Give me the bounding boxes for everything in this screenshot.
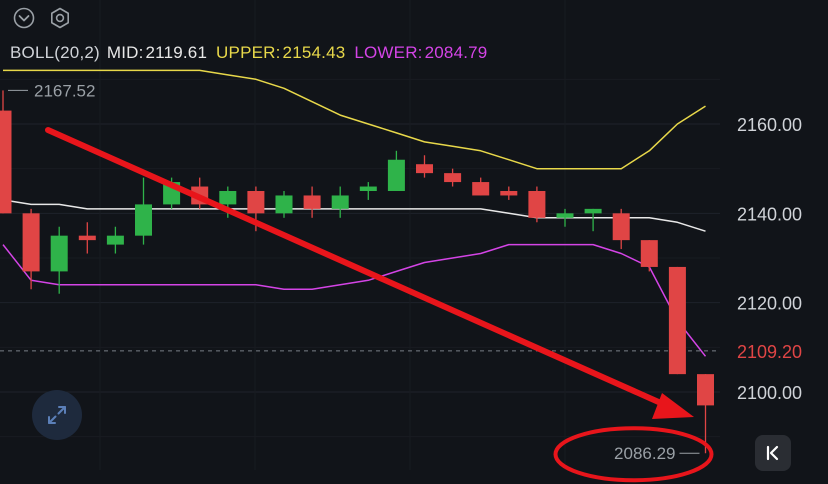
candle-body [331, 195, 349, 209]
candle-up [106, 226, 124, 254]
boll-mid-label: MID: 2119.61 [106, 43, 208, 62]
annotation-ellipse [553, 426, 714, 483]
chevron-down-icon[interactable] [12, 6, 36, 30]
candle-body [640, 240, 658, 267]
candle-body [472, 182, 490, 196]
current-price-label: 2109.20 [737, 342, 802, 362]
candle-down [640, 240, 658, 272]
candle-down [528, 186, 546, 223]
candle-down [78, 222, 96, 254]
candle-down [303, 186, 321, 218]
candle-down [0, 90, 12, 214]
candle-body [78, 235, 96, 241]
high-marker-label: 2167.52 [34, 81, 95, 100]
candle-up [556, 208, 574, 227]
candle-up [50, 226, 68, 294]
candle-body [584, 208, 602, 214]
candle-body [697, 374, 714, 406]
candle-body [500, 191, 518, 196]
boll-lower-label: LOWER: 2084.79 [354, 43, 488, 62]
candle-up [331, 186, 349, 218]
expand-button[interactable] [32, 390, 82, 440]
candle-body [247, 191, 265, 214]
candle-body [359, 186, 377, 191]
candle-up [275, 191, 293, 218]
y-tick-label: 2160.00 [737, 115, 802, 135]
gear-icon[interactable] [48, 6, 72, 30]
candle-up [359, 182, 377, 200]
boll-lower-line [2, 243, 707, 357]
candle-down [500, 186, 518, 200]
low-marker-label: 2086.29 [614, 444, 675, 463]
candle-body [0, 110, 12, 214]
candle-body [303, 195, 321, 209]
candle-body [135, 204, 152, 236]
candle-body [219, 191, 237, 205]
candle-body [106, 235, 124, 245]
boll-mid-line [2, 199, 706, 232]
boll-upper-label: UPPER: 2154.43 [216, 43, 346, 62]
skip-back-icon [766, 445, 779, 461]
candle-body [50, 235, 68, 272]
candle-body [612, 213, 630, 241]
candle-body [528, 191, 546, 218]
annotation-arrow-shaft [45, 127, 675, 411]
candle-body [275, 195, 293, 214]
candle-up [584, 208, 602, 232]
y-tick-label: 2120.00 [737, 294, 802, 314]
annotation-arrow-head [652, 393, 694, 419]
candle-body [22, 213, 40, 272]
candle-body [387, 159, 405, 191]
boll-legend[interactable]: BOLL(20,2) MID: 2119.61 UPPER: 2154.43 LOW… [10, 43, 491, 63]
candle-down [472, 177, 490, 196]
expand-icon [48, 406, 66, 424]
candle-down [668, 266, 686, 375]
candle-body [444, 173, 462, 183]
candle-body [556, 213, 574, 218]
candle-down [612, 208, 630, 250]
candle-down [444, 168, 462, 187]
y-tick-label: 2140.00 [737, 204, 802, 224]
candle-down [416, 155, 433, 178]
boll-name: BOLL(20,2) [10, 43, 100, 62]
scroll-to-latest-button[interactable] [755, 435, 791, 471]
candle-body [416, 164, 433, 174]
candle-down [22, 208, 40, 290]
candle-up [135, 177, 152, 245]
candle-body [668, 266, 686, 375]
boll-upper-line [3, 69, 706, 170]
candle-down [697, 374, 714, 454]
y-tick-label: 2100.00 [737, 383, 802, 403]
candle-up [387, 150, 405, 191]
